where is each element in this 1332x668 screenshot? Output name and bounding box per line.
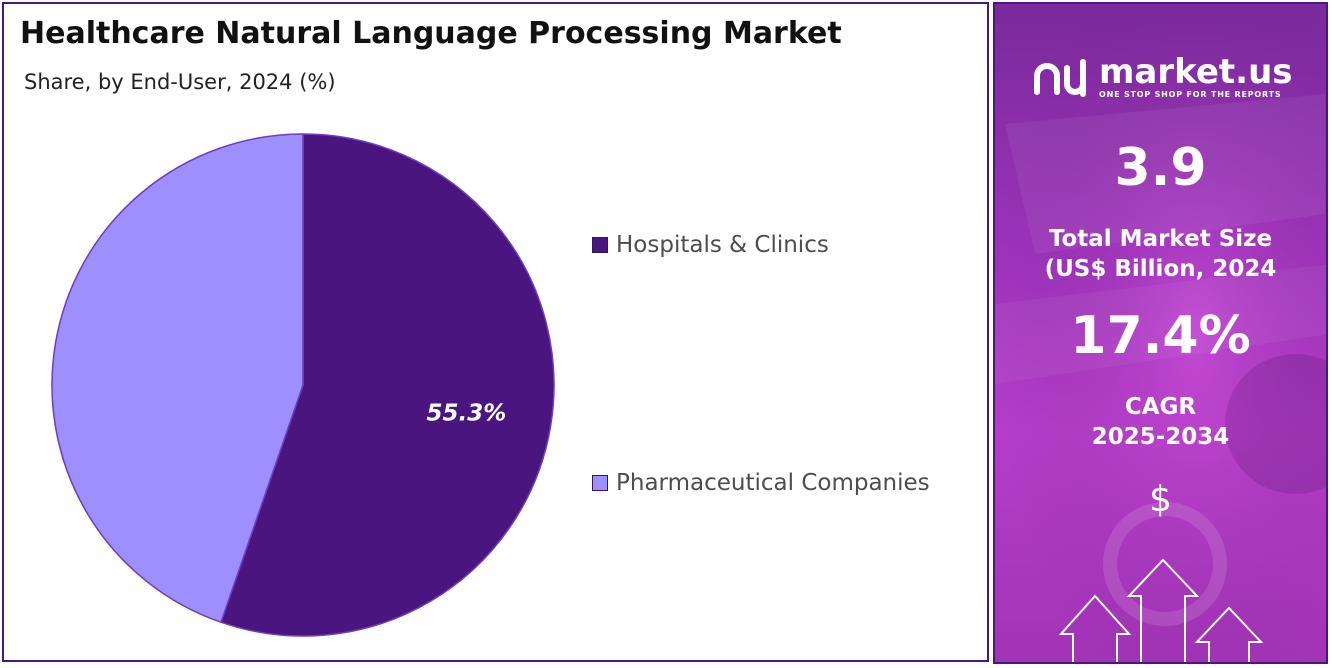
cagr-period: 2025-2034 (1091, 424, 1230, 450)
legend-swatch-hospitals (592, 237, 608, 253)
stats-panel: market.us ONE STOP SHOP FOR THE REPORTS … (993, 2, 1328, 664)
market-size-label-line2: (US$ Billion, 2024 (1044, 256, 1277, 282)
legend-item-pharma: Pharmaceutical Companies (592, 470, 930, 496)
chart-subtitle: Share, by End-User, 2024 (%) (24, 70, 336, 94)
legend-label-pharma: Pharmaceutical Companies (616, 470, 930, 496)
legend-item-hospitals: Hospitals & Clinics (592, 232, 829, 258)
cagr-value: 17.4% (1070, 306, 1251, 366)
brand-name: market.us (1099, 51, 1293, 92)
pie-slice-hospitals (219, 133, 555, 637)
market-size-label-line1: Total Market Size (1048, 226, 1273, 252)
chart-panel: Healthcare Natural Language Processing M… (2, 2, 989, 662)
brand-logo: market.us ONE STOP SHOP FOR THE REPORTS (1031, 54, 1293, 100)
pie-slice-pharma (51, 133, 304, 624)
market-us-logo-icon (1034, 59, 1086, 97)
legend-swatch-pharma (592, 475, 608, 491)
dollar-icon: $ (1149, 479, 1172, 520)
growth-arrows-icon (1058, 558, 1264, 662)
pie-chart: 55.3% (51, 133, 555, 637)
chart-title: Healthcare Natural Language Processing M… (20, 16, 842, 51)
market-size-value: 3.9 (1114, 138, 1207, 198)
brand-tagline: ONE STOP SHOP FOR THE REPORTS (1099, 89, 1282, 99)
data-label-hospitals: 55.3% (426, 400, 506, 426)
cagr-label: CAGR (1124, 394, 1197, 420)
background-decoration (995, 4, 1326, 662)
legend-label-hospitals: Hospitals & Clinics (616, 232, 829, 258)
